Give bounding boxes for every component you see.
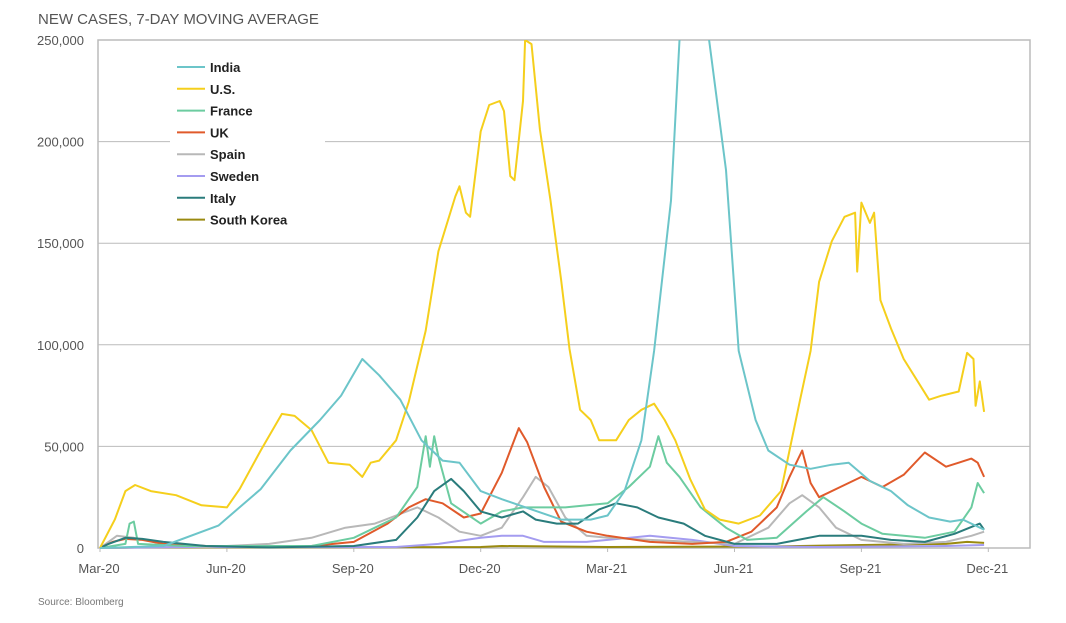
series-line-u-s <box>99 40 986 549</box>
legend-label: South Korea <box>210 213 288 228</box>
x-tick-label: Jun-21 <box>714 561 754 576</box>
series-line-sweden <box>99 534 985 549</box>
legend-label: UK <box>210 125 229 140</box>
legend-item: U.S. <box>177 82 235 97</box>
series-line-uk <box>99 427 986 549</box>
y-tick-label: 0 <box>77 541 84 556</box>
series-line-india <box>99 40 985 549</box>
x-tick-label: Jun-20 <box>206 561 246 576</box>
legend-label: Sweden <box>210 169 259 184</box>
series-line-italy <box>99 477 985 549</box>
x-tick-label: Dec-21 <box>966 561 1008 576</box>
x-tick-label: Dec-20 <box>459 561 501 576</box>
y-tick-label: 50,000 <box>44 439 84 454</box>
legend-label: France <box>210 104 253 119</box>
legend-item: UK <box>177 125 229 140</box>
y-tick-label: 250,000 <box>37 33 84 48</box>
legend-background <box>170 56 325 228</box>
x-tick-label: Mar-20 <box>78 561 119 576</box>
y-tick-label: 100,000 <box>37 338 84 353</box>
x-tick-label: Sep-21 <box>839 561 881 576</box>
x-tick-label: Sep-20 <box>332 561 374 576</box>
legend-item: France <box>177 104 253 119</box>
source-note: Source: Bloomberg <box>38 597 124 608</box>
legend-item: India <box>177 60 241 75</box>
y-tick-label: 200,000 <box>37 135 84 150</box>
legend-item: South Korea <box>177 213 288 228</box>
legend-item: Italy <box>177 191 237 206</box>
legend-label: Spain <box>210 147 245 162</box>
y-tick-label: 150,000 <box>37 236 84 251</box>
legend-item: Sweden <box>177 169 259 184</box>
legend-label: U.S. <box>210 82 235 97</box>
chart-title: NEW CASES, 7-DAY MOVING AVERAGE <box>38 11 319 28</box>
legend-label: Italy <box>210 191 237 206</box>
legend-label: India <box>210 60 241 75</box>
x-tick-label: Mar-21 <box>586 561 627 576</box>
series-line-france <box>99 435 985 549</box>
legend-item: Spain <box>177 147 245 162</box>
